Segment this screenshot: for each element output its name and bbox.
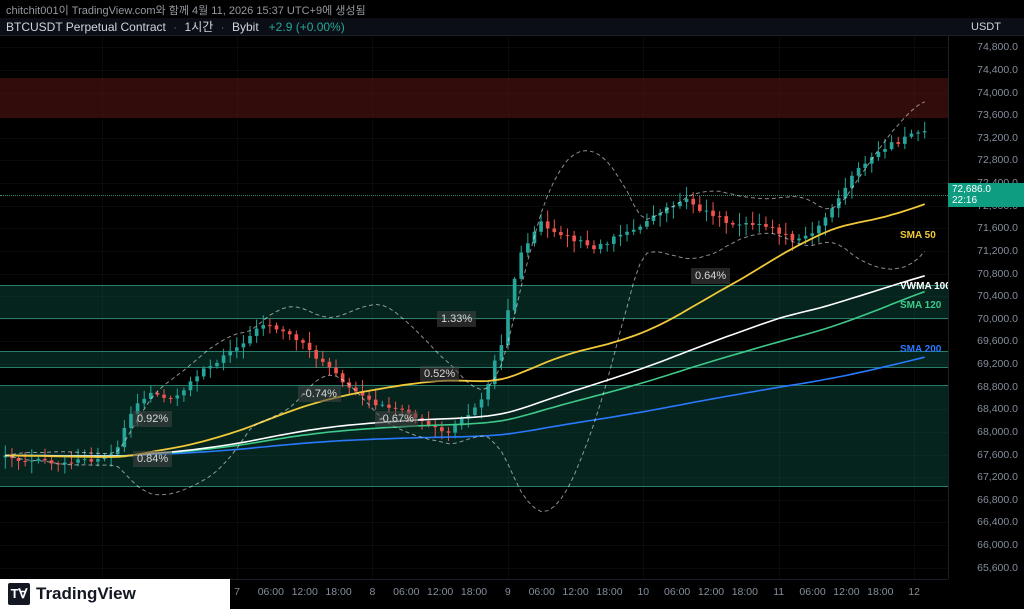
symbol-name: BTCUSDT Perpetual Contract · 1시간 · Bybit [6,18,259,35]
plot-area[interactable]: SMA 50 VWMA 100 SMA 120 SMA 200 0.92% 0.… [0,36,948,579]
x-axis-tick-10: 8 [370,586,376,598]
y-axis-tick-67200: 67,200.0 [977,471,1018,483]
y-axis-tick-66000: 66,000.0 [977,539,1018,551]
tradingview-logo-mark: T∀ [8,583,30,605]
y-axis-tick-74000: 74,000.0 [977,87,1018,99]
x-axis-tick-11: 06:00 [393,586,419,598]
y-axis-tick-66800: 66,800.0 [977,494,1018,506]
x-axis-tick-26: 12 [908,586,920,598]
x-axis-tick-15: 06:00 [529,586,555,598]
y-axis-tick-69200: 69,200.0 [977,358,1018,370]
tradingview-logo[interactable]: T∀ TradingView [8,583,136,605]
pct-label-3: -0.67% [375,411,418,427]
y-axis-tick-68000: 68,000.0 [977,426,1018,438]
y-axis-tick-71600: 71,600.0 [977,222,1018,234]
x-axis-tick-21: 18:00 [732,586,758,598]
y-axis-tick-68800: 68,800.0 [977,381,1018,393]
x-axis-tick-14: 9 [505,586,511,598]
x-axis-tick-12: 12:00 [427,586,453,598]
pct-label-5: 0.52% [420,366,459,382]
vwma100-legend-label: VWMA 100 [900,281,951,292]
current-price-badge[interactable]: 72,686.0 22:16 [948,183,1024,207]
x-axis-tick-25: 18:00 [867,586,893,598]
y-axis-tick-67600: 67,600.0 [977,449,1018,461]
y-axis-tick-68400: 68,400.0 [977,403,1018,415]
y-axis-tick-69600: 69,600.0 [977,335,1018,347]
chart-root: chitchit001이 TradingView.com와 함께 4월 11, … [0,0,1024,609]
y-axis[interactable]: USDT 74,800.0 74,400.0 74,000.0 73,600.0 73,… [948,36,1024,579]
y-axis-tick-74400: 74,400.0 [977,64,1018,76]
meta-line: chitchit001이 TradingView.com와 함께 4월 11, … [6,2,366,18]
x-axis-tick-13: 18:00 [461,586,487,598]
x-axis-tick-6: 7 [234,586,240,598]
pct-label-4: 1.33% [437,311,476,327]
pct-label-0: 0.92% [133,411,172,427]
y-axis-tick-72800: 72,800.0 [977,154,1018,166]
y-axis-title: USDT [948,18,1024,36]
change-value: +2.9 (+0.00%) [269,20,345,34]
y-axis-tick-70000: 70,000.0 [977,313,1018,325]
sma200-legend-label: SMA 200 [900,344,941,355]
x-axis-tick-20: 12:00 [698,586,724,598]
x-axis-tick-23: 06:00 [799,586,825,598]
y-axis-tick-74800: 74,800.0 [977,41,1018,53]
y-axis-tick-73200: 73,200.0 [977,132,1018,144]
pct-label-6: 0.64% [691,268,730,284]
pct-label-2: -0.74% [298,386,341,402]
x-axis-tick-9: 18:00 [325,586,351,598]
x-axis-tick-22: 11 [773,586,784,598]
x-axis-tick-7: 06:00 [258,586,284,598]
x-axis-tick-17: 18:00 [596,586,622,598]
x-axis-tick-16: 12:00 [562,586,588,598]
y-axis-tick-66400: 66,400.0 [977,516,1018,528]
y-axis-tick-73600: 73,600.0 [977,109,1018,121]
sma50-legend-label: SMA 50 [900,230,936,241]
bollinger-bands [0,36,948,579]
x-axis-tick-8: 12:00 [292,586,318,598]
x-axis-tick-19: 06:00 [664,586,690,598]
y-axis-tick-65600: 65,600.0 [977,562,1018,574]
y-axis-tick-71200: 71,200.0 [977,245,1018,257]
sma120-legend-label: SMA 120 [900,300,941,311]
x-axis-tick-24: 12:00 [833,586,859,598]
x-axis-tick-18: 10 [637,586,649,598]
y-axis-tick-70800: 70,800.0 [977,268,1018,280]
chart-header: BTCUSDT Perpetual Contract · 1시간 · Bybit… [0,18,1024,36]
pct-label-1: 0.84% [133,451,172,467]
y-axis-tick-70400: 70,400.0 [977,290,1018,302]
